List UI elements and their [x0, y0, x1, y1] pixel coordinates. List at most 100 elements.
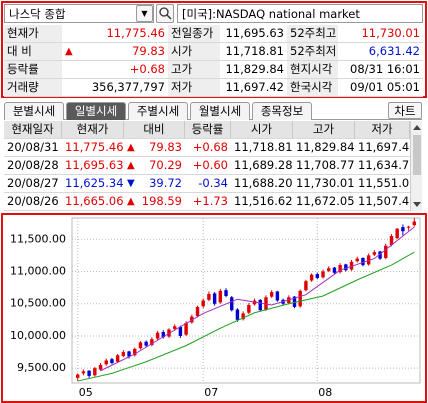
price-cell[interactable]: 11,516.62: [231, 193, 293, 211]
price-cell[interactable]: 11,708.77: [293, 157, 355, 175]
search-button[interactable]: [156, 4, 174, 23]
scrollbar[interactable]: [410, 121, 422, 211]
quote-label: 거래량: [4, 79, 62, 97]
column-header: 등락률: [185, 121, 231, 139]
price-cell[interactable]: 11,697.42: [355, 139, 410, 157]
price-cell[interactable]: +1.73: [185, 193, 231, 211]
change-sign: ▼: [127, 178, 135, 189]
price-cell[interactable]: 11,775.46: [62, 139, 124, 157]
price-cell[interactable]: 11,730.01: [293, 175, 355, 193]
candle-body: [133, 348, 137, 356]
quote-value: 11,718.81: [220, 43, 287, 61]
dropdown-button[interactable]: ▼: [136, 5, 153, 22]
candle-body: [412, 221, 417, 226]
price-cell[interactable]: ▼ 39.72: [124, 175, 185, 193]
candle-body: [172, 326, 177, 329]
y-tick-label: 10,500.00: [10, 297, 66, 310]
candle-body: [338, 265, 342, 273]
candle-body: [150, 339, 154, 345]
quote-label: 등락률: [4, 61, 62, 79]
candle-body: [230, 297, 234, 311]
candle-body: [155, 332, 160, 339]
price-cell[interactable]: 11,695.63: [62, 157, 124, 175]
chart-button[interactable]: 차트: [388, 102, 422, 119]
candle-body: [195, 306, 200, 316]
candle-body: [184, 323, 188, 335]
tab[interactable]: 종목정보: [252, 102, 312, 120]
change-sign: ▲: [127, 160, 135, 171]
price-cell[interactable]: -0.34: [185, 175, 231, 193]
candle-body: [327, 268, 331, 271]
plot-area: [71, 217, 421, 384]
candle-body: [321, 271, 325, 278]
price-cell[interactable]: 11,634.77: [355, 157, 410, 175]
search-icon: [159, 7, 172, 20]
candle-body: [75, 374, 80, 378]
price-cell[interactable]: 11,829.84: [293, 139, 355, 157]
price-cell[interactable]: +0.68: [185, 139, 231, 157]
column-header: 저가: [355, 121, 410, 139]
date-cell[interactable]: 20/08/27: [4, 175, 62, 193]
change-sign: ▲: [65, 46, 73, 57]
candle-body: [275, 291, 280, 301]
candle-body: [241, 313, 245, 320]
quote-value: 11,730.01: [338, 25, 423, 43]
quote-label: 저가: [168, 79, 220, 97]
change-value: 39.72: [149, 176, 182, 190]
price-cell[interactable]: 11,672.05: [293, 193, 355, 211]
candle-body: [372, 252, 377, 255]
price-cell[interactable]: 11,689.28: [231, 157, 293, 175]
candle-body: [298, 290, 302, 307]
candle-body: [292, 296, 297, 307]
tab[interactable]: 일별시세: [66, 102, 126, 120]
x-tick-label: 08: [318, 386, 332, 399]
tab[interactable]: 월별시세: [190, 102, 250, 120]
date-cell[interactable]: 20/08/26: [4, 193, 62, 211]
tab[interactable]: 주별시세: [128, 102, 188, 120]
change-sign: ▲: [127, 142, 135, 153]
quote-label: 한국시각: [287, 79, 338, 97]
candle-body: [178, 326, 183, 336]
price-cell[interactable]: 11,688.20: [231, 175, 293, 193]
date-cell[interactable]: 20/08/28: [4, 157, 62, 175]
quote-value: 11,695.63: [220, 25, 287, 43]
x-tick-label: 05: [79, 386, 93, 399]
quote-value: 11,697.42: [220, 79, 287, 97]
price-cell[interactable]: ▲ 79.83: [124, 139, 185, 157]
price-cell[interactable]: +0.60: [185, 157, 231, 175]
price-cell[interactable]: 11,625.34: [62, 175, 124, 193]
price-cell[interactable]: ▲ 70.29: [124, 157, 185, 175]
quote-value: 09/01 05:01: [338, 79, 423, 97]
candle-body: [309, 274, 314, 281]
candle-body: [212, 293, 217, 304]
date-cell[interactable]: 20/08/31: [4, 139, 62, 157]
tab[interactable]: 분별시세: [4, 102, 64, 120]
change-value: 79.83: [149, 140, 182, 154]
price-cell[interactable]: ▲ 198.59: [124, 193, 185, 211]
quote-value: 356,377,797: [62, 79, 168, 97]
moving-average: [77, 251, 415, 382]
column-header: 현재가: [62, 121, 124, 139]
change-value: 70.29: [149, 158, 182, 172]
candle-body: [235, 309, 240, 320]
column-header: 현재일자: [4, 121, 62, 139]
quote-label: 대 비: [4, 43, 62, 61]
quote-label: 고가: [168, 61, 220, 79]
quote-panel: [1, 1, 427, 98]
quote-label: 시가: [168, 43, 220, 61]
y-tick-label: 10,000.00: [10, 329, 66, 342]
price-cell[interactable]: 11,551.01: [355, 175, 410, 193]
search-input[interactable]: 나스닥 종합: [4, 4, 154, 23]
quote-value: 11,775.46: [62, 25, 168, 43]
candle-body: [161, 332, 165, 338]
market-label: [미국]:NASDAQ national market: [177, 4, 423, 23]
price-cell[interactable]: 11,718.81: [231, 139, 293, 157]
candle-body: [81, 371, 86, 374]
price-cell[interactable]: 11,665.06: [62, 193, 124, 211]
quote-label: 52주최저: [287, 43, 338, 61]
candle-body: [258, 299, 262, 311]
column-header: 고가: [293, 121, 355, 139]
price-cell[interactable]: 11,507.46: [355, 193, 410, 211]
y-tick-label: 9,500.00: [17, 361, 66, 374]
